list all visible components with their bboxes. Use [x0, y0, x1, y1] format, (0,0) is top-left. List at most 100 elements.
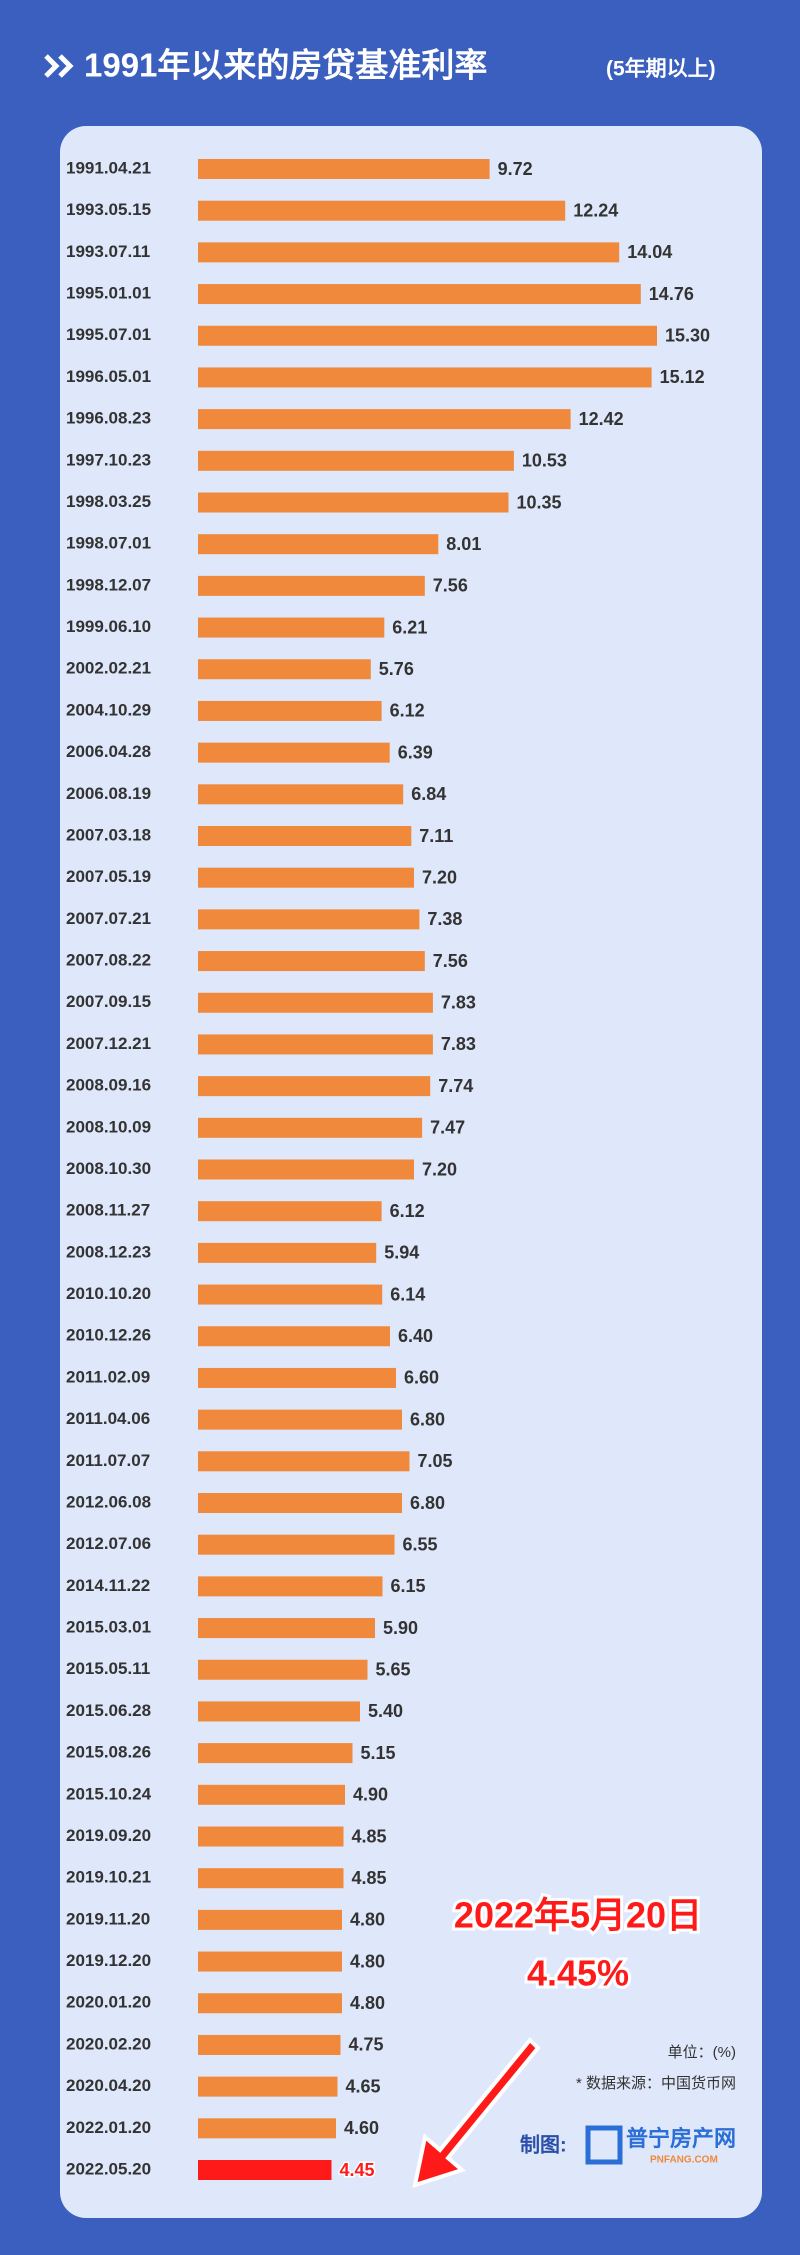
- value-label: 6.21: [392, 617, 427, 637]
- y-tick-label: 2010.10.20: [66, 1284, 151, 1303]
- bar: [198, 1701, 360, 1722]
- y-tick-label: 2012.07.06: [66, 1534, 151, 1553]
- logo-name: 普宁房产网: [626, 2126, 736, 2151]
- y-tick-label: 2019.11.20: [66, 1909, 150, 1928]
- bar: [198, 1367, 396, 1388]
- y-tick-label: 2007.05.19: [66, 867, 151, 886]
- y-tick-label: 2014.11.22: [66, 1576, 150, 1595]
- y-tick-label: 1991.04.21: [66, 158, 151, 177]
- y-tick-label: 2008.11.27: [66, 1201, 150, 1220]
- y-tick-label: 2002.02.21: [66, 659, 151, 678]
- y-tick-label: 2015.03.01: [66, 1618, 151, 1637]
- value-label: 5.76: [379, 659, 414, 679]
- value-label: 15.30: [665, 326, 710, 346]
- value-label: 6.80: [410, 1493, 445, 1513]
- bar: [198, 826, 412, 846]
- bar: [198, 450, 514, 471]
- value-label: 5.90: [383, 1618, 418, 1638]
- y-tick-label: 2010.12.26: [66, 1326, 151, 1345]
- title-icon: [44, 54, 74, 78]
- bar: [198, 1409, 402, 1430]
- y-tick-label: 2007.08.22: [66, 951, 151, 970]
- value-label: 6.15: [391, 1576, 426, 1596]
- value-label: 7.47: [430, 1118, 465, 1138]
- value-label: 6.12: [390, 701, 425, 721]
- bar: [198, 2076, 338, 2097]
- logo-site: PNFANG.COM: [650, 2155, 718, 2166]
- y-tick-label: 2019.12.20: [66, 1951, 151, 1970]
- bar: [198, 1326, 390, 1347]
- y-tick-label: 2015.06.28: [66, 1701, 151, 1720]
- y-tick-label: 2007.09.15: [66, 992, 151, 1011]
- value-label: 7.20: [422, 1159, 457, 1179]
- bar: [198, 1076, 431, 1097]
- bar: [198, 1117, 423, 1138]
- y-tick-label: 2020.02.20: [66, 2034, 151, 2053]
- y-tick-label: 2022.01.20: [66, 2118, 151, 2137]
- bar: [198, 325, 657, 346]
- y-tick-label: 2008.12.23: [66, 1242, 151, 1261]
- value-label: 6.84: [411, 784, 446, 804]
- bar: [198, 534, 439, 555]
- y-tick-label: 2022.05.20: [66, 2159, 151, 2178]
- value-label: 7.56: [433, 951, 468, 971]
- value-label: 6.12: [390, 1201, 425, 1221]
- logo-icon: [585, 2125, 623, 2165]
- y-tick-label: 2007.12.21: [66, 1034, 151, 1053]
- bar: [198, 2118, 336, 2139]
- bar: [198, 659, 371, 680]
- bar: [198, 1034, 433, 1055]
- y-tick-label: 1998.12.07: [66, 575, 151, 594]
- bar: [198, 742, 390, 763]
- y-tick-label: 1998.03.25: [66, 492, 151, 511]
- value-label: 5.94: [384, 1243, 419, 1263]
- bar: [198, 1784, 345, 1805]
- y-tick-label: 1996.08.23: [66, 409, 151, 428]
- bars: 1991.04.21 9.72 1993.05.15 12.24 1993.07.11 1…: [66, 158, 710, 2181]
- y-tick-label: 2004.10.29: [66, 700, 151, 719]
- annotation-value: 4.45%: [527, 1953, 629, 1994]
- bar: [198, 284, 641, 305]
- value-label: 5.65: [376, 1660, 411, 1680]
- y-tick-label: 1995.07.01: [66, 325, 151, 344]
- value-label: 6.80: [410, 1409, 445, 1429]
- bar: [198, 1242, 377, 1263]
- y-tick-label: 2019.09.20: [66, 1826, 151, 1845]
- y-tick-label: 2007.03.18: [66, 825, 151, 844]
- bar: [198, 200, 566, 221]
- y-tick-label: 1998.07.01: [66, 534, 151, 553]
- y-tick-label: 2008.10.30: [66, 1159, 151, 1178]
- bar: [198, 2034, 341, 2055]
- bar: [198, 2160, 332, 2180]
- y-tick-label: 2007.07.21: [66, 909, 151, 928]
- chart-subtitle: (5年期以上): [606, 57, 716, 81]
- value-label: 4.80: [350, 1910, 385, 1930]
- bar: [198, 1993, 342, 2014]
- value-label: 4.65: [346, 2076, 381, 2096]
- y-tick-label: 2008.10.09: [66, 1117, 151, 1136]
- value-label: 15.12: [660, 367, 705, 387]
- value-label: 4.80: [350, 1951, 385, 1971]
- y-tick-label: 2020.04.20: [66, 2076, 151, 2095]
- bar: [198, 951, 425, 972]
- y-tick-label: 2008.09.16: [66, 1076, 151, 1095]
- value-label: 10.35: [517, 492, 562, 512]
- value-label: 6.40: [398, 1326, 433, 1346]
- bar: [198, 159, 490, 179]
- value-label: 6.60: [404, 1368, 439, 1388]
- bar: [198, 1159, 414, 1180]
- y-tick-label: 2012.06.08: [66, 1492, 151, 1511]
- bar: [198, 492, 509, 513]
- value-label: 4.60: [344, 2118, 379, 2138]
- bar: [198, 1451, 410, 1472]
- y-tick-label: 2019.10.21: [66, 1868, 151, 1887]
- value-label: 12.42: [579, 409, 624, 429]
- bar: [198, 1909, 342, 1930]
- y-tick-label: 2011.02.09: [66, 1367, 150, 1386]
- value-label: 4.85: [352, 1826, 387, 1846]
- value-label: 7.38: [427, 909, 462, 929]
- y-tick-label: 2015.08.26: [66, 1743, 151, 1762]
- value-label: 6.55: [403, 1534, 438, 1554]
- value-label: 7.56: [433, 576, 468, 596]
- y-tick-label: 2015.10.24: [66, 1784, 152, 1803]
